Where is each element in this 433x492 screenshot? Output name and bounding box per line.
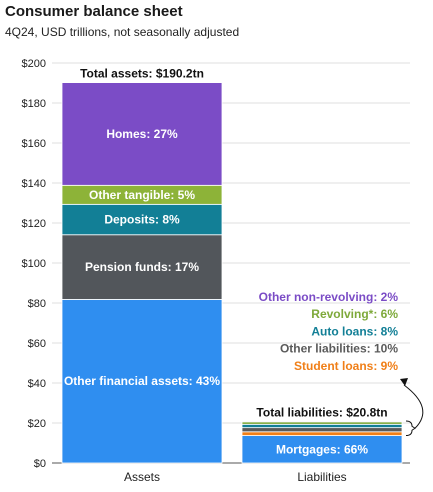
data-label: Other non-revolving: 2% — [259, 290, 399, 304]
liabilities-segment-other-liabilities — [241, 427, 403, 433]
data-label: Homes: 27% — [106, 127, 178, 141]
data-label: Mortgages: 66% — [276, 442, 368, 456]
liabilities-segment-other-non-revolving — [241, 420, 403, 423]
data-label: Revolving*: 6% — [311, 307, 398, 321]
y-tick-label: $60 — [28, 338, 46, 350]
x-tick-label: Assets — [124, 470, 160, 484]
data-label: Auto loans: 8% — [311, 324, 398, 338]
assets-segment-pension-funds — [61, 234, 223, 300]
y-tick-label: $80 — [28, 298, 46, 310]
y-tick-label: $200 — [22, 58, 46, 70]
y-tick-label: $120 — [22, 218, 46, 230]
y-tick-label: $140 — [22, 178, 46, 190]
total-label: Total liabilities: $20.8tn — [256, 405, 387, 419]
data-label: Other tangible: 5% — [89, 188, 195, 202]
data-label: Student loans: 9% — [294, 359, 398, 373]
assets-segment-deposits — [61, 203, 223, 236]
callout-arrow-line — [403, 384, 424, 429]
callout-arrowhead — [400, 378, 408, 386]
liabilities-segment-student-loans — [241, 431, 403, 436]
liabilities-segment-auto-loans — [241, 423, 403, 429]
y-tick-label: $40 — [28, 378, 46, 390]
data-label: Other financial assets: 43% — [64, 374, 220, 388]
assets-segment-other-financial-assets — [61, 299, 223, 464]
y-tick-label: $180 — [22, 98, 46, 110]
liabilities-segment-mortgages — [241, 435, 403, 464]
y-tick-label: $100 — [22, 258, 46, 270]
data-label: Pension funds: 17% — [85, 260, 199, 274]
chart-title: Consumer balance sheet — [5, 3, 183, 20]
data-label: Deposits: 8% — [104, 213, 180, 227]
y-tick-label: $20 — [28, 418, 46, 430]
total-label: Total assets: $190.2tn — [80, 67, 204, 81]
data-label: Other liabilities: 10% — [280, 342, 398, 356]
assets-segment-homes — [61, 82, 223, 186]
y-tick-label: $0 — [34, 458, 46, 470]
chart-subtitle: 4Q24, USD trillions, not seasonally adju… — [5, 25, 240, 39]
y-tick-label: $160 — [22, 138, 46, 150]
x-tick-label: Liabilities — [297, 470, 346, 484]
